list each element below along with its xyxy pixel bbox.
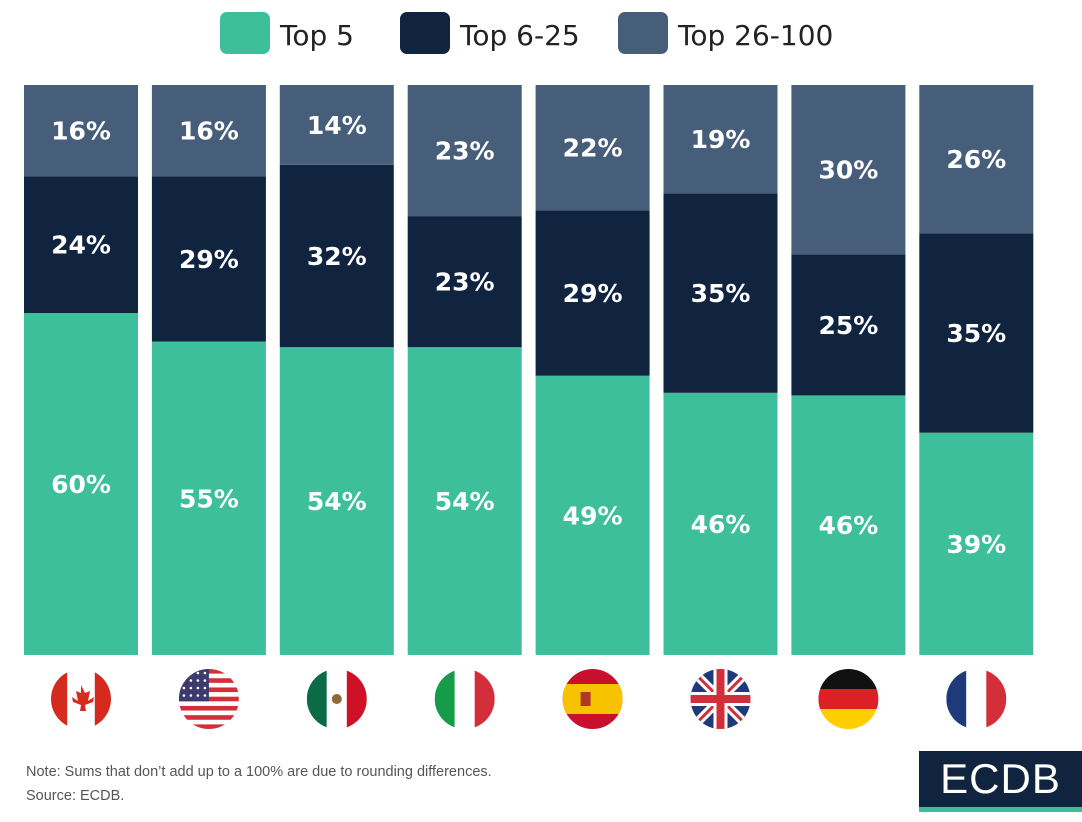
legend-swatch: [618, 12, 668, 54]
ecdb-logo: ECDB: [919, 751, 1082, 812]
data-label: 25%: [818, 311, 878, 340]
bar-segment: [407, 347, 522, 655]
legend-item: Top 6-25: [400, 12, 580, 54]
data-label: 55%: [179, 484, 239, 513]
bar-segment: [791, 254, 906, 396]
legend-item: Top 26-100: [618, 12, 833, 54]
canada-flag-icon: [51, 669, 111, 729]
stacked-bar-chart: Top 5 Top 6-25 Top 26-100 60% 24% 16% 55% 29% 16…: [24, 12, 1034, 729]
bar-segment: [663, 193, 778, 393]
bar-segment: [663, 392, 778, 655]
bar-segment: [791, 395, 906, 655]
bar-segment: [279, 85, 394, 165]
data-label: 35%: [946, 319, 1006, 348]
bar-segment: [663, 85, 778, 194]
data-label: 30%: [818, 156, 878, 185]
data-label: 23%: [435, 137, 495, 166]
data-label: 46%: [818, 511, 878, 540]
source-note: Source: ECDB.: [26, 788, 125, 804]
data-label: 32%: [307, 242, 367, 271]
mexico-flag-icon: [306, 669, 367, 729]
data-label: 39%: [946, 530, 1006, 559]
uk-flag-icon: [690, 669, 751, 729]
germany-flag-icon: [818, 669, 879, 729]
bar-segment: [535, 210, 650, 376]
bar-segment: [24, 176, 138, 313]
data-label: 29%: [563, 279, 623, 308]
bar-segment: [279, 347, 394, 655]
data-label: 24%: [51, 231, 111, 260]
data-label: 60%: [51, 470, 111, 499]
footnote: Note: Sums that don’t add up to a 100% a…: [26, 764, 492, 780]
data-label: 29%: [179, 245, 239, 274]
bar-segment: [791, 85, 906, 255]
bar-segment: [24, 85, 138, 177]
data-label: 16%: [179, 117, 239, 146]
bar-segment: [535, 375, 650, 655]
bar-segment: [919, 233, 1034, 433]
legend-label: Top 26-100: [677, 19, 833, 52]
bar-segment: [279, 164, 394, 348]
data-label: 23%: [435, 268, 495, 297]
data-label: 49%: [563, 501, 623, 530]
legend-item: Top 5: [220, 12, 354, 54]
bar-segment: [407, 85, 522, 217]
data-label: 35%: [691, 279, 751, 308]
france-flag-icon: [946, 669, 1007, 729]
bar-segment: [919, 432, 1034, 655]
bar-segment: [919, 85, 1034, 234]
bar-segment: [407, 216, 522, 348]
data-label: 14%: [307, 111, 367, 140]
data-label: 54%: [435, 487, 495, 516]
data-label: 46%: [691, 510, 751, 539]
bar-segment: [151, 341, 266, 655]
data-label: 26%: [946, 145, 1006, 174]
data-label: 22%: [563, 134, 623, 163]
bar-segment: [535, 85, 650, 211]
data-label: 16%: [51, 117, 111, 146]
legend-label: Top 5: [279, 19, 354, 52]
italy-flag-icon: [434, 669, 495, 729]
bar-segment: [151, 85, 266, 177]
data-label: 19%: [691, 125, 751, 154]
spain-flag-icon: [562, 669, 623, 729]
usa-flag-icon: [178, 669, 239, 729]
data-label: 54%: [307, 487, 367, 516]
legend-label: Top 6-25: [459, 19, 580, 52]
bar-segment: [24, 313, 138, 655]
bar-segment: [151, 176, 266, 342]
legend-swatch: [220, 12, 270, 54]
legend-swatch: [400, 12, 450, 54]
